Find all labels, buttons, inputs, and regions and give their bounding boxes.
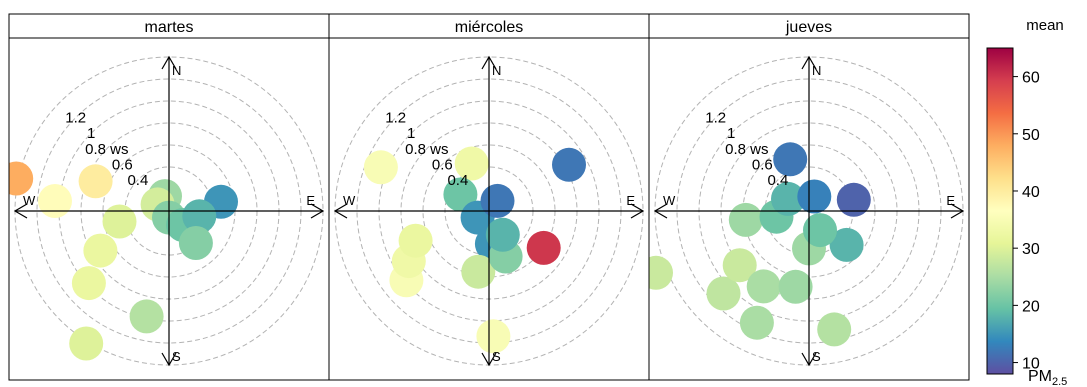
data-blob: [461, 254, 496, 289]
ring-label: 0.8 ws: [725, 141, 768, 158]
panel-strip: [8, 13, 330, 39]
axis-arrowhead: [333, 203, 348, 219]
data-blob: [829, 227, 864, 262]
data-blob: [178, 226, 213, 260]
axis-arrowhead: [310, 203, 325, 219]
data-blob: [526, 230, 561, 265]
data-blob: [552, 147, 586, 182]
axis-arrowhead: [481, 55, 497, 70]
panel-frame: [648, 37, 970, 381]
ring-label: 1: [407, 125, 415, 142]
data-blob: [363, 150, 398, 185]
direction-label: W: [343, 193, 356, 208]
axis-arrowhead: [13, 203, 28, 219]
data-blob: [78, 164, 113, 199]
ring-label: 1: [87, 125, 95, 142]
panel-title: miércoles: [455, 19, 523, 36]
data-blob: [797, 179, 832, 214]
data-blob: [773, 142, 808, 177]
data-blob: [485, 217, 520, 252]
ring-label: 0.6: [752, 156, 773, 173]
direction-label: E: [946, 193, 955, 208]
data-blob: [454, 146, 489, 181]
ring-label: 1.2: [385, 110, 406, 127]
colorbar-tick-label: 30: [1022, 241, 1040, 258]
panel-strip: [648, 13, 970, 39]
data-blob: [739, 305, 774, 340]
data-blob: [836, 182, 871, 217]
direction-label: N: [812, 63, 821, 78]
axis-arrowhead: [630, 203, 645, 219]
ring-label: 1.2: [705, 110, 726, 127]
data-blob: [771, 181, 805, 216]
direction-label: N: [172, 63, 181, 78]
direction-label: E: [626, 193, 635, 208]
ring-label: 0.8 ws: [85, 141, 128, 158]
panel-title: jueves: [785, 19, 832, 36]
ring-label: 0.4: [447, 172, 468, 189]
data-blob: [398, 223, 433, 258]
data-blob: [746, 269, 781, 304]
data-blob: [83, 233, 118, 268]
direction-label: N: [492, 63, 501, 78]
ring-label: 0.4: [767, 172, 788, 189]
colorbar-tick-label: 10: [1022, 356, 1040, 373]
axis-arrowhead: [161, 55, 177, 70]
data-blob: [817, 312, 852, 347]
ring-label: 1: [727, 125, 735, 142]
direction-label: E: [306, 193, 315, 208]
data-blob: [71, 266, 106, 301]
colorbar-title: mean: [1026, 17, 1064, 34]
ring-label: 0.8 ws: [405, 141, 448, 158]
data-blob: [102, 204, 137, 239]
axis-arrowhead: [801, 55, 817, 70]
data-blob: [69, 326, 104, 361]
ring-label: 0.6: [432, 156, 453, 173]
direction-label: S: [172, 349, 181, 364]
ring-label: 1.2: [65, 110, 86, 127]
axis-arrowhead: [653, 203, 668, 219]
direction-label: S: [812, 349, 821, 364]
data-blob: [803, 213, 837, 248]
colorbar-tick-label: 60: [1022, 70, 1040, 87]
colorbar-unit: PM2.5: [1028, 368, 1067, 387]
panel-title: martes: [145, 19, 194, 36]
colorbar-ticks: 10 20 30 40 50 60: [1013, 70, 1040, 373]
data-blob: [129, 299, 164, 334]
data-blob: [649, 255, 673, 290]
direction-label: W: [663, 193, 676, 208]
colorbar: mean 10 20 30 40 50 60 PM2.5: [986, 17, 1067, 387]
data-blob: [778, 269, 813, 304]
direction-label: S: [492, 349, 501, 364]
axis-arrowhead: [801, 352, 817, 367]
axis-arrowhead: [161, 352, 177, 367]
axis-arrowhead: [481, 352, 497, 367]
colorbar-tick-label: 40: [1022, 184, 1040, 201]
ring-label: 0.6: [112, 156, 133, 173]
data-blob: [728, 202, 763, 237]
data-blob: [182, 199, 217, 234]
data-blob: [480, 183, 515, 218]
data-blob: [476, 319, 511, 354]
data-blob: [9, 161, 34, 196]
colorbar-tick-label: 50: [1022, 127, 1040, 144]
data-blob: [38, 184, 72, 218]
ring-label: 0.4: [127, 172, 148, 189]
data-blob: [722, 248, 757, 283]
axis-arrowhead: [950, 203, 965, 219]
colorbar-gradient: [986, 47, 1014, 375]
data-blob: [706, 276, 741, 311]
direction-label: W: [23, 193, 36, 208]
colorbar-tick-label: 20: [1022, 298, 1040, 315]
